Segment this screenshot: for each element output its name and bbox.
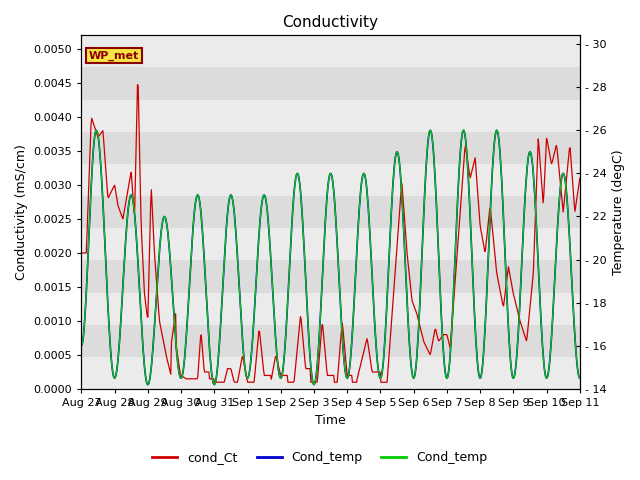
X-axis label: Time: Time [316, 414, 346, 427]
Bar [81, 68, 580, 100]
Bar [81, 36, 580, 68]
Bar [81, 196, 580, 228]
Bar [81, 261, 580, 292]
Text: WP_met: WP_met [89, 50, 139, 60]
Bar [81, 292, 580, 324]
Bar [81, 324, 580, 357]
Bar [81, 132, 580, 164]
Bar [81, 357, 580, 389]
Bar [81, 100, 580, 132]
Y-axis label: Temperature (degC): Temperature (degC) [612, 149, 625, 275]
Bar [81, 164, 580, 196]
Bar [81, 228, 580, 261]
Y-axis label: Conductivity (mS/cm): Conductivity (mS/cm) [15, 144, 28, 280]
Title: Conductivity: Conductivity [283, 15, 379, 30]
Legend: cond_Ct, Cond_temp, Cond_temp: cond_Ct, Cond_temp, Cond_temp [147, 446, 493, 469]
